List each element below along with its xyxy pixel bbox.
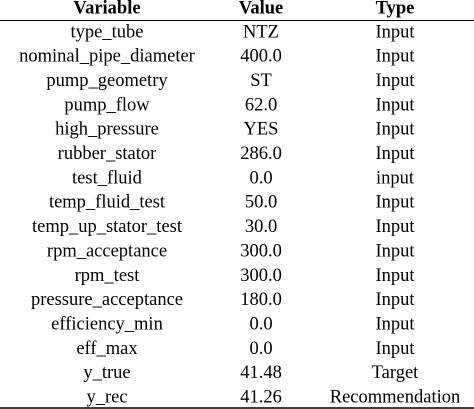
cell: rpm_test: [75, 266, 141, 286]
cell: Input: [375, 290, 415, 310]
cell: 286.0: [240, 144, 282, 164]
header-cell: Variable: [73, 0, 140, 18]
cell: rpm_acceptance: [47, 241, 167, 261]
cell: rubber_stator: [58, 144, 157, 164]
cell: 400.0: [240, 47, 282, 67]
cell: Input: [375, 266, 415, 286]
cell: 41.26: [240, 388, 282, 408]
cell: eff_max: [76, 339, 138, 359]
cell: pump_flow: [64, 95, 150, 115]
cell: Input: [375, 193, 415, 213]
cell: nominal_pipe_diameter: [19, 47, 195, 67]
cell: 180.0: [240, 290, 282, 310]
cell: 0.0: [249, 339, 272, 359]
cell: 300.0: [240, 241, 282, 261]
cell: Input: [375, 71, 415, 91]
cell: ST: [250, 71, 272, 91]
cell: Recommendation: [330, 388, 461, 408]
cell: high_pressure: [55, 120, 159, 140]
cell: temp_up_stator_test: [32, 217, 183, 237]
cell: Input: [375, 22, 415, 42]
header-cell: Value: [239, 0, 284, 18]
cell: test_fluid: [72, 168, 143, 188]
cell: 0.0: [249, 314, 272, 334]
header-cell: Type: [376, 0, 415, 18]
cell: NTZ: [243, 22, 279, 42]
cell: 30.0: [245, 217, 277, 237]
cell: pressure_acceptance: [31, 290, 183, 310]
cell: 50.0: [245, 193, 277, 213]
cell: Input: [375, 339, 415, 359]
cell: type_tube: [71, 22, 144, 42]
cell: YES: [244, 120, 279, 140]
cell: Input: [375, 144, 415, 164]
cell: Input: [375, 217, 415, 237]
cell: temp_fluid_test: [49, 193, 166, 213]
cell: 300.0: [240, 266, 282, 286]
cell: 0.0: [249, 168, 272, 188]
cell: efficiency_min: [51, 314, 163, 334]
cell: Input: [375, 47, 415, 67]
cell: Input: [375, 95, 415, 115]
cell: Target: [372, 363, 420, 383]
cell: Input: [375, 241, 415, 261]
cell: y_true: [83, 363, 130, 383]
cell: 62.0: [245, 95, 277, 115]
cell: 41.48: [240, 363, 282, 383]
cell: pump_geometry: [46, 71, 168, 91]
cell: Input: [375, 120, 415, 140]
cell: input: [376, 168, 415, 188]
cell: y_rec: [86, 388, 127, 408]
cell: Input: [375, 314, 415, 334]
